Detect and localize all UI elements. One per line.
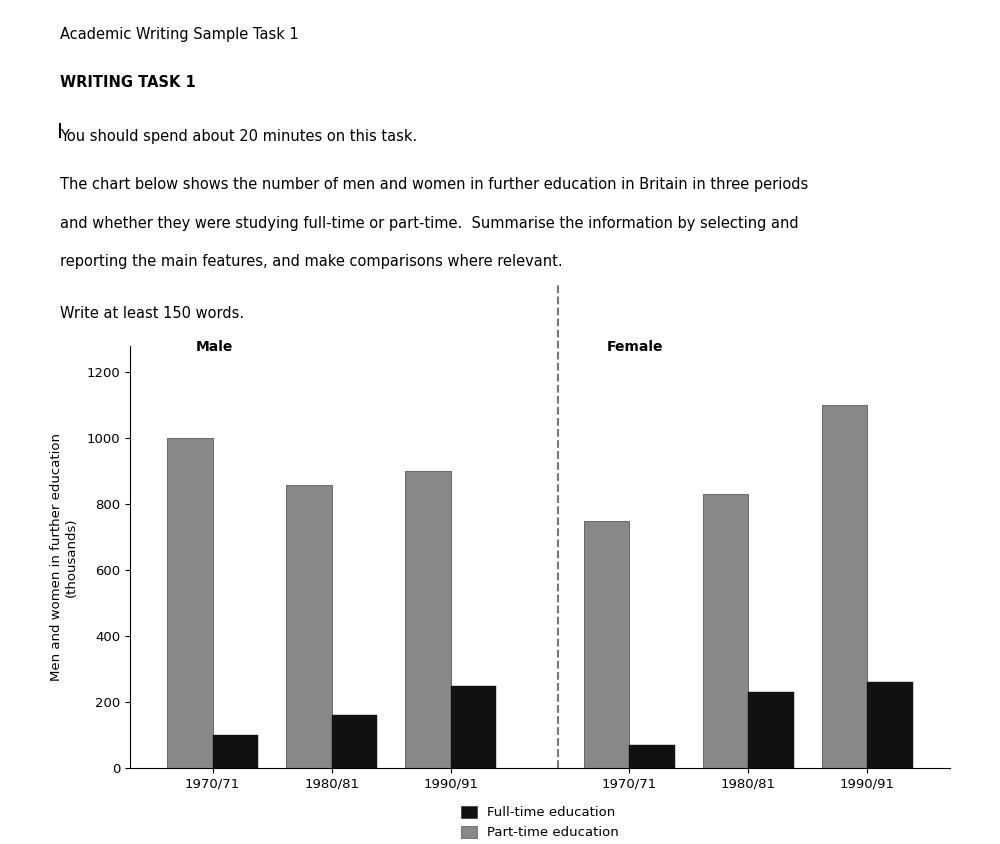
Legend: Full-time education, Part-time education: Full-time education, Part-time education [454,799,626,844]
Bar [584,521,629,768]
Text: reporting the main features, and make comparisons where relevant.: reporting the main features, and make co… [60,254,563,269]
Text: Write at least 150 words.: Write at least 150 words. [60,306,244,321]
Text: Female: Female [607,340,663,354]
Bar [703,495,748,768]
Text: The chart below shows the number of men and women in further education in Britai: The chart below shows the number of men … [60,177,808,192]
Text: You should spend about 20 minutes on this task.: You should spend about 20 minutes on thi… [60,129,417,144]
Bar [332,716,377,768]
Bar [167,438,213,768]
Y-axis label: Men and women in further education
(thousands): Men and women in further education (thou… [50,433,78,681]
Bar [405,471,451,768]
Text: Male: Male [196,340,233,354]
Bar [286,484,332,768]
Bar [451,685,496,768]
Text: Academic Writing Sample Task 1: Academic Writing Sample Task 1 [60,26,299,41]
Bar [213,735,258,768]
Bar [629,745,675,768]
Bar [867,682,913,768]
Text: and whether they were studying full-time or part-time.  Summarise the informatio: and whether they were studying full-time… [60,216,799,230]
Text: WRITING TASK 1: WRITING TASK 1 [60,74,196,89]
Bar [822,405,867,768]
Bar [748,692,794,768]
